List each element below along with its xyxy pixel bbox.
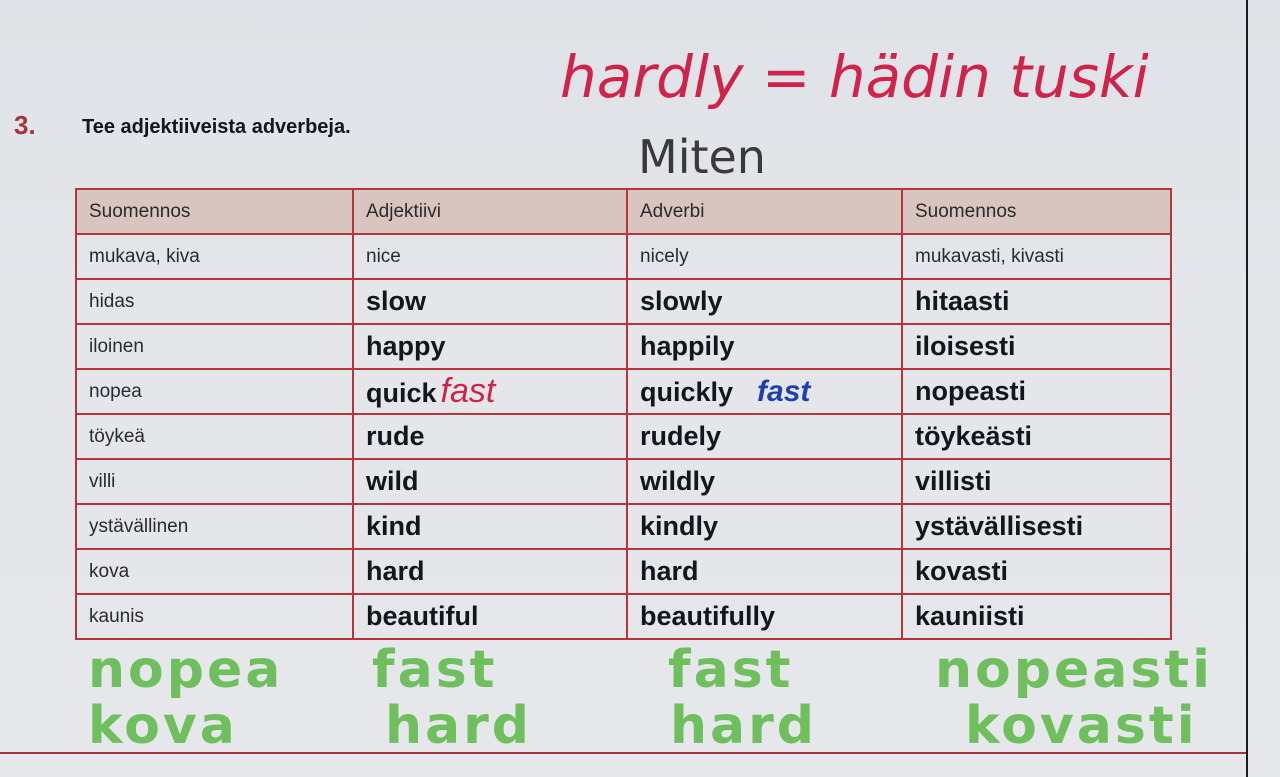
cell-text: kaunis bbox=[89, 605, 144, 627]
green-note: kovasti bbox=[965, 696, 1198, 756]
cell-text: ystävällisesti bbox=[915, 511, 1084, 541]
table-row: hidas slow slowly hitaasti bbox=[75, 278, 1172, 325]
cell: nopeasti bbox=[901, 368, 1172, 415]
cell: villisti bbox=[901, 458, 1172, 505]
cell-text: quick bbox=[366, 378, 437, 408]
cell-text: nopea bbox=[89, 380, 142, 402]
cell: hard bbox=[352, 548, 628, 595]
cell: iloinen bbox=[75, 323, 354, 370]
cell: ystävällisesti bbox=[901, 503, 1172, 550]
cell-text: wildly bbox=[640, 466, 716, 496]
adverb-table: Suomennos Adjektiivi Adverbi Suomennos m… bbox=[75, 188, 1172, 640]
header-cell: Suomennos bbox=[75, 188, 354, 235]
cell: kauniisti bbox=[901, 593, 1172, 640]
table-row: nopea quick fast quickly fast nopeasti bbox=[75, 368, 1172, 415]
header-cell: Adjektiivi bbox=[352, 188, 628, 235]
green-note: hard bbox=[385, 696, 532, 756]
cell-text: beautiful bbox=[366, 601, 479, 631]
header-cell: Adverbi bbox=[626, 188, 903, 235]
table-row: kova hard hard kovasti bbox=[75, 548, 1172, 595]
cell: rudely bbox=[626, 413, 903, 460]
cell: mukava, kiva bbox=[75, 233, 354, 280]
cell-text: kovasti bbox=[915, 556, 1009, 586]
handwritten-red-note: hardly = hädin tuski bbox=[560, 43, 1149, 111]
cell: kind bbox=[352, 503, 628, 550]
cell: slow bbox=[352, 278, 628, 325]
cell: kaunis bbox=[75, 593, 354, 640]
cell-text: kind bbox=[366, 511, 422, 541]
example-row: mukava, kiva nice nicely mukavasti, kiva… bbox=[75, 233, 1172, 280]
cell: iloisesti bbox=[901, 323, 1172, 370]
handwritten-note: fast bbox=[440, 372, 496, 410]
green-note: nopea bbox=[88, 640, 284, 700]
cell: kovasti bbox=[901, 548, 1172, 595]
exercise-number: 3. bbox=[14, 110, 36, 140]
cell: nice bbox=[352, 233, 628, 280]
cell: nicely bbox=[626, 233, 903, 280]
cell: slowly bbox=[626, 278, 903, 325]
table-row: iloinen happy happily iloisesti bbox=[75, 323, 1172, 370]
cell-text: kova bbox=[89, 560, 130, 582]
cell-text: iloisesti bbox=[915, 331, 1016, 361]
table-row: ystävällinen kind kindly ystävällisesti bbox=[75, 503, 1172, 550]
cell: wild bbox=[352, 458, 628, 505]
cell: kindly bbox=[626, 503, 903, 550]
cell-text: rude bbox=[366, 421, 425, 451]
cell: töykeästi bbox=[901, 413, 1172, 460]
cell: hidas bbox=[75, 278, 354, 325]
header-cell: Suomennos bbox=[901, 188, 1172, 235]
cell-text: kindly bbox=[640, 511, 719, 541]
cell-text: happy bbox=[366, 331, 446, 361]
cell-text: rudely bbox=[640, 421, 722, 451]
cell: ystävällinen bbox=[75, 503, 354, 550]
cell-text: hard bbox=[640, 556, 699, 586]
cell-text: happily bbox=[640, 331, 735, 361]
cell-text: kauniisti bbox=[915, 601, 1025, 631]
cell-text: wild bbox=[366, 466, 419, 496]
cell-text: slow bbox=[366, 286, 427, 316]
cell-text: hitaasti bbox=[915, 286, 1010, 316]
table-header-row: Suomennos Adjektiivi Adverbi Suomennos bbox=[75, 188, 1172, 235]
cell-text: hidas bbox=[89, 290, 135, 312]
cell-text: slowly bbox=[640, 286, 723, 316]
cell: quick fast bbox=[352, 368, 628, 415]
cell-text: töykeästi bbox=[915, 421, 1033, 451]
cell: hitaasti bbox=[901, 278, 1172, 325]
green-note: fast bbox=[372, 640, 498, 700]
cell-text: nopeasti bbox=[915, 376, 1027, 406]
cell: beautiful bbox=[352, 593, 628, 640]
cell: töykeä bbox=[75, 413, 354, 460]
cell-text: iloinen bbox=[89, 335, 144, 357]
table-row: villi wild wildly villisti bbox=[75, 458, 1172, 505]
cell: villi bbox=[75, 458, 354, 505]
green-note: kova bbox=[88, 696, 238, 756]
cell-text: hard bbox=[366, 556, 425, 586]
cell: beautifully bbox=[626, 593, 903, 640]
cell: rude bbox=[352, 413, 628, 460]
cell: hard bbox=[626, 548, 903, 595]
bottom-line bbox=[0, 752, 1246, 754]
green-note: hard bbox=[670, 696, 817, 756]
cell-text: töykeä bbox=[89, 425, 145, 447]
table-row: kaunis beautiful beautifully kauniisti bbox=[75, 593, 1172, 640]
cell: quickly fast bbox=[626, 368, 903, 415]
cell-text: ystävällinen bbox=[89, 515, 189, 537]
margin-line bbox=[1246, 0, 1248, 777]
table-row: töykeä rude rudely töykeästi bbox=[75, 413, 1172, 460]
cell: mukavasti, kivasti bbox=[901, 233, 1172, 280]
cell-text: villi bbox=[89, 470, 116, 492]
cell-text: quickly bbox=[640, 376, 734, 407]
exercise-instruction: Tee adjektiiveista adverbeja. bbox=[82, 116, 351, 138]
cell: happy bbox=[352, 323, 628, 370]
cell-text: beautifully bbox=[640, 601, 776, 631]
cell: happily bbox=[626, 323, 903, 370]
handwritten-black-note: Miten bbox=[638, 130, 766, 184]
green-note: nopeasti bbox=[935, 640, 1213, 700]
cell: nopea bbox=[75, 368, 354, 415]
cell: kova bbox=[75, 548, 354, 595]
cell: wildly bbox=[626, 458, 903, 505]
cell-text: villisti bbox=[915, 466, 992, 496]
handwritten-note: fast bbox=[757, 374, 811, 408]
green-note: fast bbox=[668, 640, 794, 700]
